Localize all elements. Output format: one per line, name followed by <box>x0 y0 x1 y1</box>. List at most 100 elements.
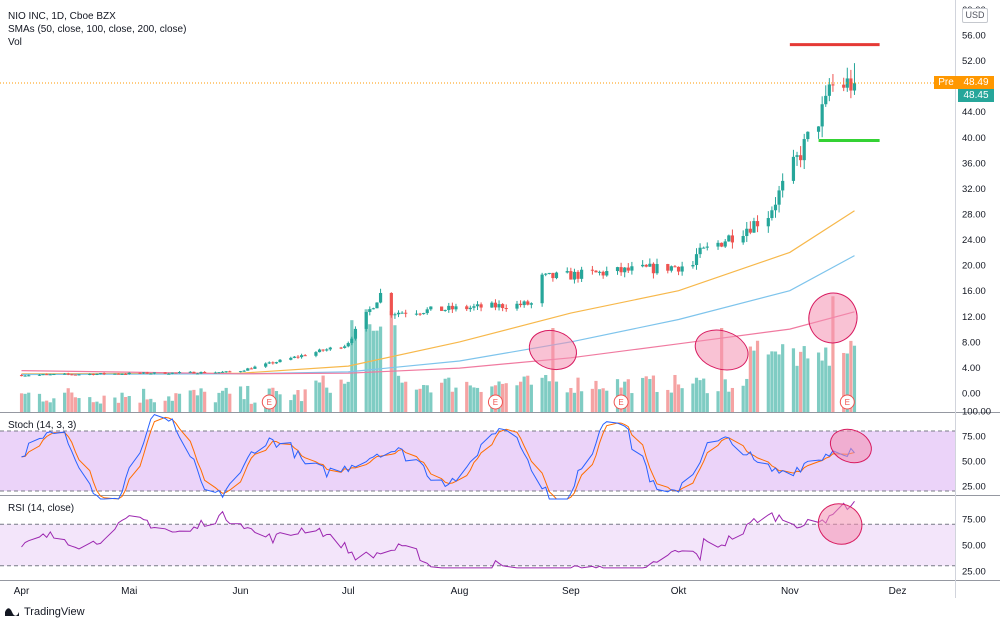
candle-body <box>770 210 774 219</box>
candle-body <box>529 303 533 305</box>
volume-bar <box>37 393 42 412</box>
volume-bar <box>845 353 849 412</box>
time-tick-label: Mai <box>121 586 137 597</box>
price-tick-label: 4.00 <box>962 363 981 374</box>
volume-bar <box>748 346 752 412</box>
candle-body <box>368 309 372 313</box>
volume-bar <box>806 358 810 412</box>
candle-body <box>781 180 785 191</box>
volume-bar <box>339 379 343 412</box>
candle-body <box>163 372 167 374</box>
chart-legend: NIO INC, 1D, Cboe BZX SMAs (50, close, 1… <box>8 10 186 49</box>
volume-bar <box>526 375 530 412</box>
volume-bar <box>501 383 505 412</box>
price-tick-label: 12.00 <box>962 312 986 323</box>
candle-body <box>138 372 142 374</box>
candle-body <box>124 373 128 375</box>
volume-bar <box>547 381 551 412</box>
price-tick-label: 56.00 <box>962 31 986 42</box>
volume-bar <box>70 392 74 412</box>
candle-body <box>378 292 383 303</box>
candle-body <box>547 272 551 274</box>
volume-bar <box>253 402 257 412</box>
volume-bar <box>468 385 472 412</box>
candle-body <box>673 266 677 268</box>
candle-body <box>676 266 681 272</box>
candle-body <box>246 368 250 371</box>
earnings-marker-label: E <box>845 398 850 407</box>
rsi-highlight-ellipse <box>817 503 863 545</box>
time-tick-label: Aug <box>451 586 469 597</box>
volume-bar <box>389 311 393 412</box>
volume-bar <box>152 402 156 412</box>
volume-bar <box>572 392 577 412</box>
volume-bar <box>648 378 652 412</box>
volume-bar <box>249 403 253 412</box>
time-tick-label: Jul <box>342 586 355 597</box>
candle-body <box>127 372 131 375</box>
volume-bar <box>447 377 451 412</box>
volume-bar <box>142 388 146 412</box>
volume-bar <box>741 385 745 412</box>
candle-body <box>339 347 343 349</box>
volume-bar <box>475 387 480 412</box>
time-tick-label: Okt <box>671 586 687 597</box>
stoch-tick-label: 100.00 <box>962 407 991 418</box>
volume-bar <box>429 392 433 412</box>
candle-body <box>346 343 350 347</box>
volume-bar <box>220 390 225 412</box>
volume-bar <box>544 375 548 412</box>
candle-body <box>289 357 293 360</box>
symbol-title[interactable]: NIO INC, 1D, Cboe BZX <box>8 11 116 22</box>
volume-legend[interactable]: Vol <box>8 37 22 48</box>
volume-bar <box>673 374 677 412</box>
volume-bar <box>641 377 645 412</box>
tradingview-brand[interactable]: TradingView <box>4 606 85 618</box>
sma-legend[interactable]: SMAs (50, close, 100, close, 200, close) <box>8 24 187 35</box>
volume-bar <box>698 380 702 412</box>
candle-body <box>716 242 720 247</box>
stoch-d-line <box>21 416 855 500</box>
candle-body <box>278 359 282 363</box>
price-tick-label: 32.00 <box>962 184 986 195</box>
volume-bar <box>580 391 584 412</box>
earnings-marker <box>839 394 855 410</box>
rsi-legend[interactable]: RSI (14, close) <box>8 503 75 514</box>
candle-body <box>515 303 519 309</box>
candle-body <box>27 375 31 377</box>
candle-body <box>849 78 853 91</box>
volume-bar <box>192 389 196 412</box>
volume-bar <box>515 385 519 412</box>
volume-bar <box>213 402 218 412</box>
volume-bar <box>770 351 774 412</box>
candle-body <box>845 78 849 88</box>
stoch-legend[interactable]: Stoch (14, 3, 3) <box>8 420 77 431</box>
candle-body <box>418 313 422 315</box>
volume-bar <box>396 375 401 412</box>
candle-body <box>328 347 332 350</box>
volume-bar <box>145 399 149 412</box>
volume-bar <box>680 388 684 412</box>
volume-bar <box>569 387 573 412</box>
candle-body <box>619 267 623 273</box>
candle-body <box>504 308 508 310</box>
volume-highlight-ellipse <box>694 329 749 371</box>
volume-bar <box>777 354 781 412</box>
volume-bar <box>77 398 81 412</box>
candle-body <box>572 271 577 280</box>
currency-button[interactable]: USD <box>962 8 988 23</box>
volume-bar <box>723 379 727 412</box>
volume-bar <box>418 388 422 412</box>
candle-body <box>580 269 584 279</box>
candle-body <box>253 366 257 369</box>
candle-body <box>98 373 103 375</box>
volume-bar <box>799 351 803 412</box>
volume-bar <box>177 393 182 412</box>
candle-body <box>465 306 469 310</box>
candle-body <box>648 263 652 267</box>
candle-body <box>95 373 99 375</box>
volume-bar <box>328 392 332 412</box>
candle-body <box>88 373 92 375</box>
candle-body <box>142 372 146 374</box>
